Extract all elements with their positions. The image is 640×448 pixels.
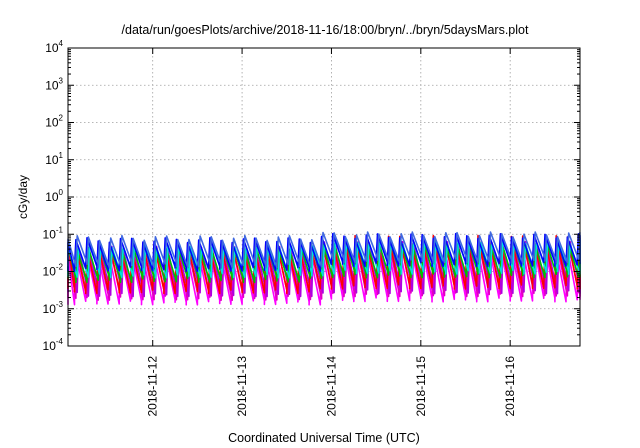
series-line (67, 238, 581, 279)
y-tick-base: 10 (43, 265, 57, 279)
x-tick-label: 2018-11-14 (324, 356, 338, 417)
y-tick-label: 10-2 (43, 263, 64, 279)
y-tick-base: 10 (45, 116, 59, 130)
y-tick-exponent: 4 (59, 39, 64, 48)
y-tick-label: 100 (45, 188, 63, 204)
x-tick-label: 2018-11-13 (235, 356, 249, 417)
y-tick-exponent: -2 (56, 263, 64, 272)
series-line (67, 234, 581, 295)
y-tick-exponent: 3 (59, 76, 64, 85)
y-tick-base: 10 (45, 78, 59, 92)
y-tick-label: 101 (45, 151, 63, 167)
y-tick-base: 10 (43, 302, 57, 316)
x-tick-label: 2018-11-16 (503, 356, 517, 417)
y-tick-base: 10 (43, 227, 57, 241)
y-tick-base: 10 (45, 190, 59, 204)
series-line (67, 232, 581, 272)
x-axis: 2018-11-12 2018-11-13 2018-11-14 2018-11-15… (146, 48, 517, 417)
grid (68, 48, 580, 346)
y-tick-label: 103 (45, 76, 63, 92)
y-tick-exponent: 1 (59, 151, 64, 160)
y-tick-exponent: 2 (59, 114, 64, 123)
y-tick-exponent: -3 (56, 300, 64, 309)
y-tick-label: 10-1 (43, 225, 64, 241)
y-tick-label: 10-3 (43, 300, 64, 316)
y-tick-exponent: -1 (56, 225, 64, 234)
y-tick-exponent: -4 (56, 337, 64, 346)
y-tick-base: 10 (45, 41, 59, 55)
y-tick-label: 10-4 (43, 337, 64, 353)
series-group (67, 231, 581, 306)
y-tick-label: 104 (45, 39, 63, 55)
x-tick-label: 2018-11-15 (414, 356, 428, 417)
series-line (67, 244, 581, 306)
series-line (67, 239, 581, 284)
y-tick-base: 10 (43, 339, 57, 353)
y-tick-label: 102 (45, 114, 63, 130)
chart-title: /data/run/goesPlots/archive/2018-11-16/1… (122, 23, 529, 37)
series-line (67, 242, 581, 301)
series-line (67, 231, 581, 269)
x-tick-label: 2018-11-12 (146, 356, 160, 417)
y-tick-base: 10 (45, 153, 59, 167)
y-axis-label: cGy/day (16, 175, 30, 219)
x-axis-label: Coordinated Universal Time (UTC) (228, 431, 420, 445)
y-tick-exponent: 0 (59, 188, 64, 197)
